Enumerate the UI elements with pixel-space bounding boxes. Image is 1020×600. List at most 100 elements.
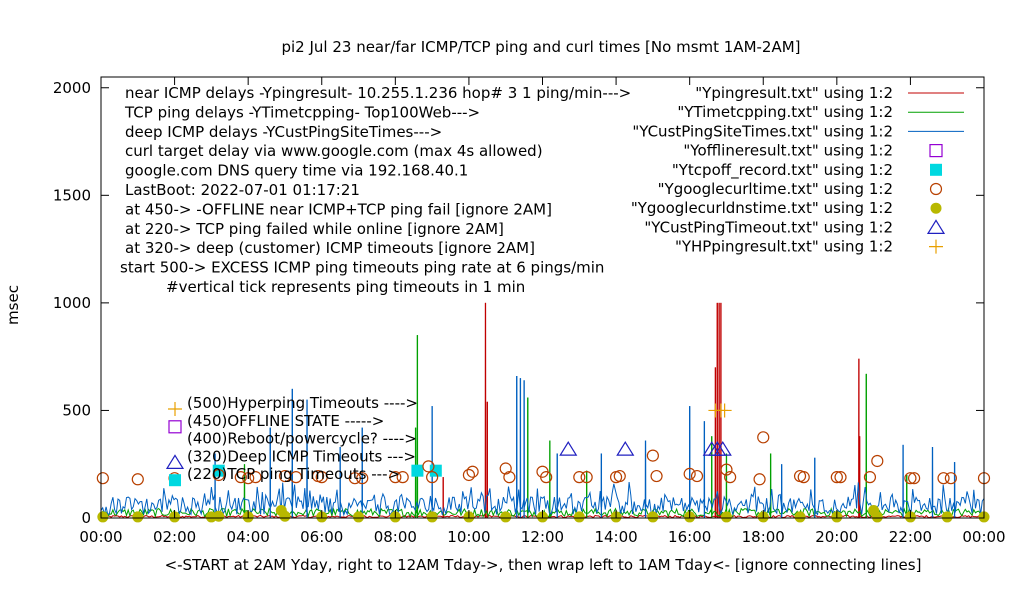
point-5-22 <box>540 471 553 484</box>
x-tick-label-4: 08:00 <box>374 528 417 546</box>
y-tick-label-2: 1000 <box>53 294 91 312</box>
point-6-4 <box>213 510 225 522</box>
point-5-23 <box>573 471 586 484</box>
point-5-43 <box>937 472 950 485</box>
x-tick-label-9: 18:00 <box>742 528 785 546</box>
legend-swatch-5 <box>929 182 943 196</box>
legend-label-6: "Ygooglecurldnstime.txt" using 1:2 <box>631 199 893 217</box>
x-tick-label-3: 06:00 <box>300 528 343 546</box>
inner-label-0: (500)Hyperping Timeouts ----> <box>187 394 418 412</box>
point-7-1 <box>616 441 635 456</box>
inner-marker-1 <box>168 420 182 434</box>
annotation-2: deep ICMP delays -YCustPingSiteTimes---> <box>125 123 442 141</box>
series-6 <box>97 504 990 523</box>
annotation-3: curl target delay via www.google.com (ma… <box>125 142 543 160</box>
point-6-13 <box>500 511 512 523</box>
point-4-0 <box>212 464 225 477</box>
legend-swatch-6 <box>930 202 942 214</box>
inner-label-1: (450)OFFLINE STATE -----> <box>187 412 384 430</box>
legend-swatch-3 <box>929 144 943 158</box>
point-5-15 <box>422 460 435 473</box>
point-5-34 <box>757 431 770 444</box>
inner-label-2: (400)Reboot/powercycle? ----> <box>187 430 417 448</box>
legend-label-8: "YHPpingresult.txt" using 1:2 <box>675 238 893 256</box>
inner-label-4: (220)TCP ping Timeouts ---> <box>187 465 400 483</box>
point-6-24 <box>871 511 883 523</box>
point-6-19 <box>720 511 732 523</box>
point-5-12 <box>356 472 369 485</box>
x-tick-label-6: 12:00 <box>521 528 564 546</box>
point-5-4 <box>234 471 247 484</box>
annotation-10: #vertical tick represents ping timeouts … <box>166 278 525 296</box>
point-5-31 <box>720 463 733 476</box>
point-5-26 <box>613 469 626 483</box>
series-7 <box>559 441 732 456</box>
point-6-15 <box>573 511 585 523</box>
x-tick-label-10: 20:00 <box>815 528 858 546</box>
point-6-17 <box>647 511 659 523</box>
point-5-17 <box>462 468 476 482</box>
inner-marker-0 <box>168 402 182 416</box>
annotation-5: LastBoot: 2022-07-01 01:17:21 <box>125 181 360 199</box>
point-5-19 <box>499 462 512 475</box>
point-5-42 <box>907 472 921 485</box>
point-5-28 <box>650 469 663 483</box>
point-7-0 <box>559 441 578 456</box>
x-tick-label-2: 04:00 <box>227 528 270 546</box>
inner-marker-4 <box>169 474 181 487</box>
point-5-0 <box>96 472 109 485</box>
x-tick-label-5: 10:00 <box>447 528 490 546</box>
point-5-6 <box>249 471 262 484</box>
legend-label-4: "Ytcpoff_record.txt" using 1:2 <box>672 161 893 180</box>
point-7-4 <box>713 441 732 456</box>
point-6-1 <box>132 511 144 523</box>
notes-layer: near ICMP delays -Ypingresult- 10.255.1.… <box>120 84 631 296</box>
legend-label-0: "Ypingresult.txt" using 1:2 <box>695 84 893 102</box>
legend-swatch-4 <box>930 163 942 176</box>
point-5-24 <box>580 471 593 484</box>
point-5-37 <box>830 471 843 484</box>
y-tick-label-3: 1500 <box>53 186 91 204</box>
point-5-40 <box>871 454 884 468</box>
point-5-30 <box>690 469 704 483</box>
point-5-38 <box>834 471 847 484</box>
point-5-16 <box>426 471 439 484</box>
inner-labels: (500)Hyperping Timeouts ---->(450)OFFLIN… <box>165 394 418 487</box>
x-tick-label-1: 02:00 <box>153 528 196 546</box>
axis-layer: 00:00 02:00 04:00 06:00 08:00 10:00 12:00 14:00… <box>53 76 1006 546</box>
annotation-6: at 450-> -OFFLINE near ICMP+TCP ping fai… <box>125 200 552 218</box>
y-axis-label: msec <box>4 285 22 325</box>
point-5-32 <box>724 471 737 484</box>
legend-label-2: "YCustPingSiteTimes.txt" using 1:2 <box>632 122 893 140</box>
inner-marker-3 <box>165 454 185 469</box>
point-6-11 <box>426 511 438 523</box>
point-5-36 <box>797 471 810 484</box>
series-layer <box>96 302 991 523</box>
legend-swatch-7 <box>926 219 946 234</box>
point-8-2 <box>717 403 732 418</box>
point-6-9 <box>353 511 365 523</box>
point-6-7 <box>279 510 291 522</box>
annotation-7: at 220-> TCP ping failed while online [i… <box>125 220 504 238</box>
legend-label-1: "YTimetcpping.txt" using 1:2 <box>677 103 893 121</box>
legend-label-7: "YCustPingTimeout.txt" using 1:2 <box>644 218 893 236</box>
x-tick-label-7: 14:00 <box>594 528 637 546</box>
y-tick-label-1: 500 <box>62 401 91 419</box>
x-tick-label-11: 22:00 <box>889 528 932 546</box>
legend-label-3: "Yofflineresult.txt" using 1:2 <box>683 142 893 160</box>
series-5 <box>96 431 991 486</box>
x-axis-label: <-START at 2AM Yday, right to 12AM Tday-… <box>165 556 922 574</box>
inner-label-3: (320)Deep ICMP Timeouts ---> <box>187 447 416 465</box>
point-5-3 <box>212 468 225 482</box>
point-4-1 <box>411 464 424 477</box>
point-5-5 <box>242 472 255 485</box>
x-tick-label-8: 16:00 <box>668 528 711 546</box>
y-tick-label-4: 2000 <box>53 79 91 97</box>
point-6-26 <box>941 511 953 523</box>
point-5-13 <box>389 471 402 484</box>
point-5-18 <box>466 465 479 478</box>
x-tick-label-12: 00:00 <box>962 528 1005 546</box>
annotation-9: start 500-> EXCESS ICMP ping timeouts pi… <box>120 259 604 277</box>
point-5-39 <box>863 471 877 484</box>
